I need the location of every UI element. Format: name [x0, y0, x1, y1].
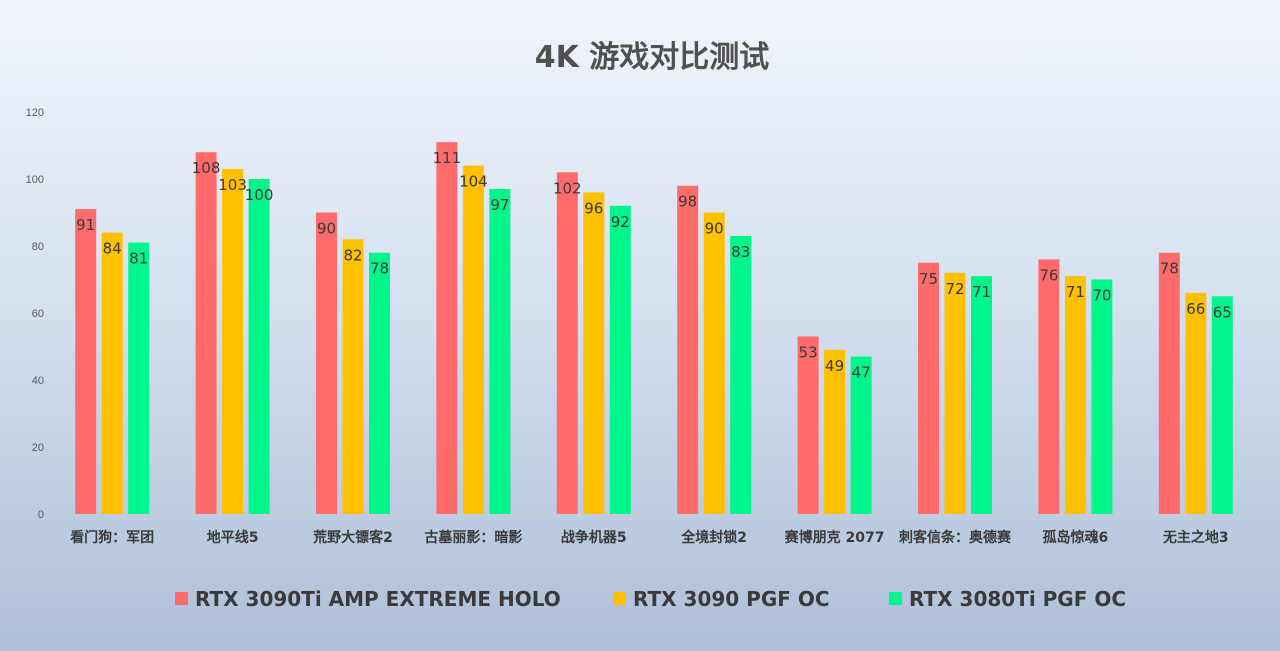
data-label: 103: [218, 176, 247, 194]
x-tick-label: 赛博朋克 2077: [784, 529, 885, 546]
bar: [75, 209, 96, 514]
bar: [316, 213, 337, 515]
data-label: 90: [317, 220, 336, 238]
data-label: 47: [852, 364, 871, 382]
x-tick-label: 战争机器5: [561, 529, 627, 546]
bar: [369, 253, 390, 514]
data-label: 81: [129, 250, 148, 268]
bar: [557, 172, 578, 514]
data-label: 78: [370, 260, 389, 278]
y-tick-label: 100: [26, 174, 44, 186]
data-label: 90: [705, 220, 724, 238]
data-label: 65: [1213, 303, 1232, 321]
bar: [222, 169, 243, 514]
bar: [1091, 280, 1112, 515]
x-tick-label: 无主之地3: [1162, 529, 1229, 546]
legend-label: RTX 3090 PGF OC: [633, 587, 830, 611]
x-tick-label: 孤岛惊魂6: [1043, 529, 1109, 546]
data-label: 82: [343, 246, 362, 264]
bar: [1185, 293, 1206, 514]
y-tick-label: 20: [32, 442, 44, 454]
x-tick-label: 看门狗：军团: [69, 529, 154, 546]
bar: [610, 206, 631, 514]
data-label: 100: [245, 186, 274, 204]
data-label: 84: [103, 240, 122, 258]
data-label: 71: [972, 283, 991, 301]
data-label: 70: [1092, 287, 1111, 305]
x-tick-label: 刺客信条：奥德赛: [899, 529, 1012, 546]
data-label: 104: [459, 173, 488, 191]
data-label: 49: [825, 357, 844, 375]
data-label: 98: [678, 193, 697, 211]
legend-label: RTX 3080Ti PGF OC: [909, 587, 1126, 611]
bar: [798, 336, 819, 514]
bar: [583, 192, 604, 514]
bar: [677, 186, 698, 514]
x-tick-label: 古墓丽影：暗影: [424, 529, 522, 546]
data-label: 72: [945, 280, 964, 298]
x-tick-label: 地平线5: [207, 529, 259, 546]
data-label: 75: [919, 270, 938, 288]
data-label: 66: [1186, 300, 1205, 318]
y-tick-label: 120: [26, 107, 44, 119]
x-tick-label: 荒野大镖客2: [312, 529, 393, 546]
x-tick-label: 全境封锁2: [680, 529, 747, 546]
legend-swatch: [613, 592, 626, 605]
bar: [971, 276, 992, 514]
y-tick-label: 0: [38, 509, 44, 521]
bar: [1159, 253, 1180, 514]
bar: [463, 166, 484, 514]
y-tick-label: 40: [32, 375, 44, 387]
legend-swatch: [889, 592, 902, 605]
data-label: 92: [611, 213, 630, 231]
bar: [343, 239, 364, 514]
bar: [489, 189, 510, 514]
data-label: 108: [192, 159, 221, 177]
bar: [436, 142, 457, 514]
bar: [1038, 259, 1059, 514]
data-label: 78: [1160, 260, 1179, 278]
data-label: 111: [433, 149, 462, 167]
data-label: 96: [584, 199, 603, 217]
data-label: 71: [1066, 283, 1085, 301]
bar: [918, 263, 939, 514]
data-label: 76: [1039, 266, 1058, 284]
data-label: 91: [76, 216, 95, 234]
bar: [249, 179, 270, 514]
bar: [945, 273, 966, 514]
bar: [730, 236, 751, 514]
legend-label: RTX 3090Ti AMP EXTREME HOLO: [195, 587, 561, 611]
y-tick-label: 60: [32, 308, 44, 320]
bar: [1065, 276, 1086, 514]
data-label: 102: [553, 179, 582, 197]
y-tick-label: 80: [32, 241, 44, 253]
chart-title: 4K 游戏对比测试: [535, 40, 770, 75]
legend-swatch: [175, 592, 188, 605]
data-label: 97: [490, 196, 509, 214]
data-label: 53: [799, 343, 818, 361]
data-label: 83: [731, 243, 750, 261]
bar: [102, 233, 123, 514]
bar: [704, 213, 725, 515]
bar: [1212, 296, 1233, 514]
bar: [196, 152, 217, 514]
bar: [128, 243, 149, 514]
